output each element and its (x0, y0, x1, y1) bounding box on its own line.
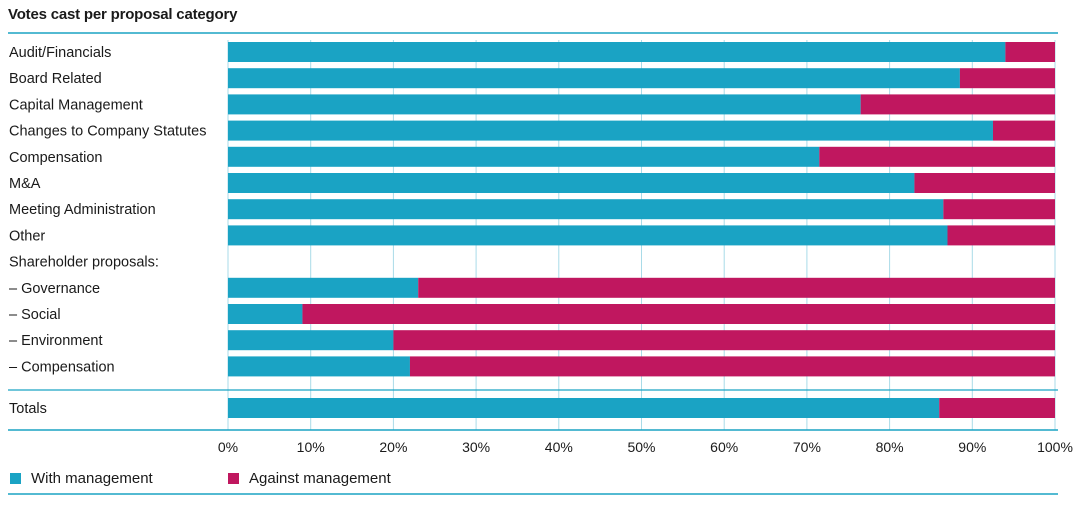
legend-swatch-with-management (10, 473, 21, 484)
x-tick-label: 0% (218, 439, 238, 455)
legend-label-with-management: With management (31, 470, 153, 487)
bar-against-management-environment (393, 330, 1055, 351)
x-tick-label: 80% (876, 439, 904, 455)
chart-title: Votes cast per proposal category (8, 6, 238, 23)
bar-against-management-compensation (819, 146, 1055, 167)
bar-against-management-capital-management (860, 94, 1055, 115)
legend-swatch-against-management (228, 473, 239, 484)
bar-with-management-compensation (228, 146, 820, 167)
bar-with-management-other (228, 225, 948, 246)
bar-with-management-audit-financials (228, 42, 1006, 62)
category-label: Changes to Company Statutes (9, 124, 206, 140)
legend-item-with-management: With management (10, 470, 153, 487)
bar-with-management-totals (228, 398, 940, 418)
bar-against-management-governance (418, 277, 1056, 298)
x-tick-label: 90% (958, 439, 986, 455)
x-tick-label: 100% (1037, 439, 1073, 455)
bar-with-management-social (228, 304, 303, 324)
category-label: Board Related (9, 71, 102, 87)
category-label: – Environment (9, 333, 103, 349)
x-tick-label: 40% (545, 439, 573, 455)
bar-against-management-audit-financials (1005, 42, 1055, 62)
category-label: Capital Management (9, 97, 143, 113)
bar-against-management-social (302, 304, 1055, 324)
bar-with-management-compensation (228, 356, 410, 377)
bar-with-management-board-related (228, 68, 960, 89)
category-label: – Social (9, 307, 61, 323)
x-tick-label: 60% (710, 439, 738, 455)
bar-against-management-meeting-administration (943, 199, 1055, 220)
legend-label-against-management: Against management (249, 470, 391, 487)
x-tick-label: 50% (627, 439, 655, 455)
bar-with-management-meeting-administration (228, 199, 944, 220)
category-label: Totals (9, 401, 47, 417)
category-label: – Compensation (9, 359, 115, 375)
category-label: Audit/Financials (9, 45, 111, 61)
category-label: Other (9, 228, 45, 244)
x-tick-label: 70% (793, 439, 821, 455)
bar-with-management-capital-management (228, 94, 861, 115)
bar-against-management-m-a (914, 173, 1055, 193)
bar-with-management-changes-to-company-statutes (228, 120, 993, 141)
bar-against-management-other (947, 225, 1055, 246)
bar-against-management-board-related (959, 68, 1055, 89)
x-tick-label: 10% (297, 439, 325, 455)
bar-with-management-governance (228, 277, 419, 298)
legend-item-against-management: Against management (228, 470, 391, 487)
bar-with-management-environment (228, 330, 394, 351)
bar-against-management-changes-to-company-statutes (992, 120, 1055, 141)
bar-against-management-totals (939, 398, 1055, 418)
category-label: M&A (9, 176, 41, 192)
category-label: Meeting Administration (9, 202, 156, 218)
bar-against-management-compensation (409, 356, 1055, 377)
category-label: Shareholder proposals: (9, 255, 159, 271)
x-tick-label: 30% (462, 439, 490, 455)
bar-with-management-m-a (228, 173, 915, 193)
category-label: Compensation (9, 150, 103, 166)
category-label: – Governance (9, 281, 100, 297)
x-tick-label: 20% (379, 439, 407, 455)
